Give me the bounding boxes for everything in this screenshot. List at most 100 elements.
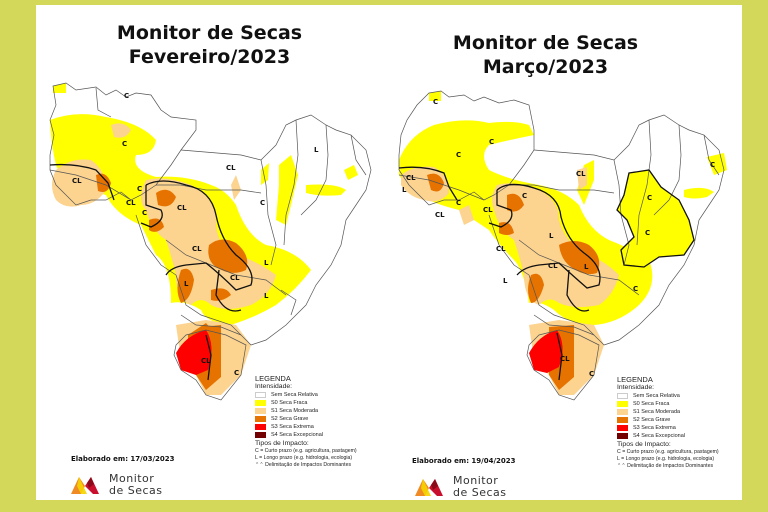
svg-text:C: C xyxy=(260,199,265,207)
swatch-none xyxy=(255,392,266,398)
delimitation-line-icon: ⌃⌃ xyxy=(617,463,628,469)
swatch-s2 xyxy=(255,416,266,422)
svg-text:CL: CL xyxy=(435,211,445,219)
svg-text:CL: CL xyxy=(192,245,202,253)
svg-text:C: C xyxy=(122,140,127,148)
svg-text:C: C xyxy=(234,369,239,377)
map-marco-2023: Monitor de Secas Março/2023 xyxy=(389,5,742,500)
svg-text:C: C xyxy=(137,185,142,193)
svg-text:C: C xyxy=(633,285,638,293)
svg-text:C: C xyxy=(489,138,494,146)
impact-delimitation-lines xyxy=(49,163,253,381)
legend-intensity-title: Intensidade: xyxy=(617,384,655,391)
swatch-s3 xyxy=(255,424,266,430)
svg-text:CL: CL xyxy=(201,357,211,365)
legend-item-s2: S2 Seca Grave xyxy=(255,415,357,423)
legend-impact-line: ⌃⌃ Delimitação de Impactos Dominantes xyxy=(617,463,714,469)
monitor-de-secas-logo: Monitor de Secas xyxy=(69,473,163,497)
title-line-2: Março/2023 xyxy=(482,56,609,78)
swatch-s0 xyxy=(255,400,266,406)
delimitation-line-icon: ⌃⌃ xyxy=(255,462,266,468)
swatch-none xyxy=(617,393,628,399)
drought-map-brazil: C C CL C CL C CL CL C L CL L CL L L CL C xyxy=(49,82,372,401)
legend-title: LEGENDA xyxy=(255,374,291,383)
legend-item-none: Sem Seca Relativa xyxy=(255,391,357,399)
legend-impact-title: Tipos de Impacto: xyxy=(617,441,671,448)
monitor-de-secas-logo: Monitor de Secas xyxy=(413,475,507,499)
legend-impact-title: Tipos de Impacto: xyxy=(255,440,309,447)
impact-delimitation-lines xyxy=(398,166,695,381)
swatch-s2 xyxy=(617,417,628,423)
legend-item-s4: S4 Seca Excepcional xyxy=(617,432,719,440)
drought-map-brazil: C C C CL L C CL CL C CL C C L CL CL L L … xyxy=(398,90,727,401)
logo-text: Monitor de Secas xyxy=(109,472,163,497)
legend-title: LEGENDA xyxy=(617,375,653,384)
svg-text:C: C xyxy=(645,229,650,237)
legend-impact-line: ⌃⌃ Delimitação de Impactos Dominantes xyxy=(255,462,352,468)
logo-m-icon xyxy=(415,479,443,496)
content-panel: Monitor de Secas Fevereiro/2023 xyxy=(36,5,742,500)
elaborado-date: Elaborado em: 19/04/2023 xyxy=(412,457,516,465)
legend-impact-c: C = Curto prazo (e.g. agricultura, pasta… xyxy=(617,449,719,455)
swatch-s0 xyxy=(617,401,628,407)
logo-text: Monitor de Secas xyxy=(453,474,507,499)
swatch-s3 xyxy=(617,425,628,431)
svg-text:C: C xyxy=(647,194,652,202)
svg-text:C: C xyxy=(710,161,715,169)
legend-item-none: Sem Seca Relativa xyxy=(617,392,719,400)
legend-impact-l: L = Longo prazo (e.g. hidrologia, ecolog… xyxy=(617,456,715,462)
legend-impact-c: C = Curto prazo (e.g. agricultura, pasta… xyxy=(255,448,357,454)
svg-text:CL: CL xyxy=(72,177,82,185)
svg-text:C: C xyxy=(124,92,129,100)
svg-text:CL: CL xyxy=(230,274,240,282)
svg-text:L: L xyxy=(184,280,189,288)
map-fevereiro-2023: Monitor de Secas Fevereiro/2023 xyxy=(36,5,389,500)
svg-text:C: C xyxy=(456,199,461,207)
title-line-1: Monitor de Secas xyxy=(116,22,303,44)
svg-text:C: C xyxy=(589,370,594,378)
svg-text:L: L xyxy=(264,259,269,267)
swatch-s4 xyxy=(617,433,628,439)
legend-item-s4: S4 Seca Excepcional xyxy=(255,431,357,439)
svg-text:CL: CL xyxy=(177,204,187,212)
svg-text:C: C xyxy=(456,151,461,159)
svg-text:L: L xyxy=(584,263,589,271)
svg-text:C: C xyxy=(142,209,147,217)
legend-item-s1: S1 Seca Moderada xyxy=(617,408,719,416)
swatch-s1 xyxy=(255,408,266,414)
svg-text:CL: CL xyxy=(560,355,570,363)
legend-item-s2: S2 Seca Grave xyxy=(617,416,719,424)
svg-text:C: C xyxy=(433,98,438,106)
svg-text:CL: CL xyxy=(548,262,558,270)
title-line-1: Monitor de Secas xyxy=(452,32,639,54)
svg-text:CL: CL xyxy=(126,199,136,207)
elaborado-date: Elaborado em: 17/03/2023 xyxy=(71,455,175,463)
svg-text:CL: CL xyxy=(576,170,586,178)
state-borders xyxy=(49,82,372,401)
legend-item-s3: S3 Seca Extrema xyxy=(255,423,357,431)
legend-impact-l: L = Longo prazo (e.g. hidrologia, ecolog… xyxy=(255,455,353,461)
svg-text:L: L xyxy=(264,292,269,300)
svg-text:L: L xyxy=(549,232,554,240)
svg-text:L: L xyxy=(503,277,508,285)
svg-text:L: L xyxy=(402,186,407,194)
legend-intensity-title: Intensidade: xyxy=(255,383,293,390)
drought-areas xyxy=(399,91,727,395)
swatch-s4 xyxy=(255,432,266,438)
svg-text:L: L xyxy=(314,146,319,154)
svg-text:CL: CL xyxy=(406,174,416,182)
svg-text:CL: CL xyxy=(496,245,506,253)
swatch-s1 xyxy=(617,409,628,415)
state-borders xyxy=(398,90,725,401)
svg-text:CL: CL xyxy=(226,164,236,172)
legend-item-s0: S0 Seca Fraca xyxy=(255,399,357,407)
impact-labels: C C C CL L C CL CL C CL C C L CL CL L L … xyxy=(402,98,715,378)
map-title: Monitor de Secas Março/2023 xyxy=(369,31,722,79)
map-legend: LEGENDA Intensidade: Sem Seca Relativa S… xyxy=(617,376,719,470)
svg-text:C: C xyxy=(522,192,527,200)
legend-item-s3: S3 Seca Extrema xyxy=(617,424,719,432)
legend-item-s0: S0 Seca Fraca xyxy=(617,400,719,408)
impact-labels: C C CL C CL C CL CL C L CL L CL L L CL C xyxy=(72,92,319,377)
map-legend: LEGENDA Intensidade: Sem Seca Relativa S… xyxy=(255,375,357,469)
logo-m-icon xyxy=(71,477,99,494)
